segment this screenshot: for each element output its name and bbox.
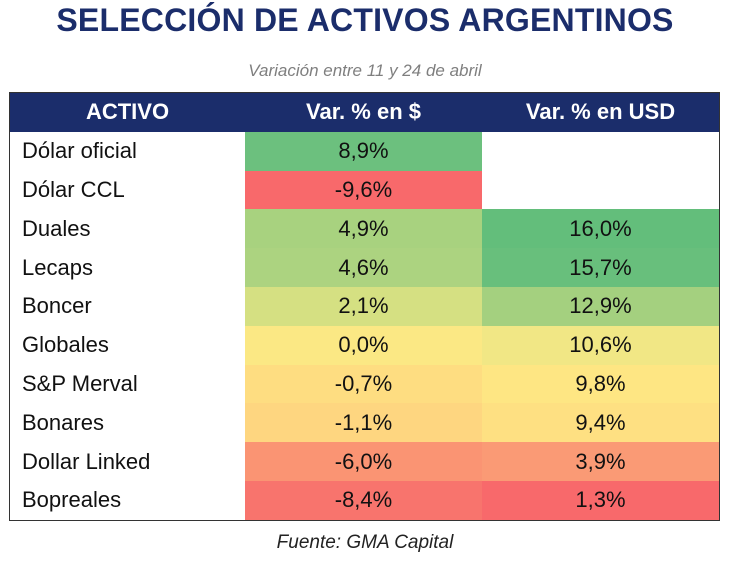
table-row: Dólar CCL -9,6%: [10, 170, 719, 210]
subtitle: Variación entre 11 y 24 de abril: [248, 61, 482, 80]
source: Fuente: GMA Capital: [276, 532, 454, 553]
value-cell: 4,9%: [245, 209, 482, 249]
asset-name: Dólar oficial: [22, 138, 137, 164]
value-cell: -8,4%: [245, 480, 482, 520]
asset-name: Boncer: [22, 293, 92, 319]
table-row: Bopreales -8,4% 1,3%: [10, 480, 719, 520]
value-cell: 2,1%: [245, 286, 482, 326]
value-cell: -1,1%: [245, 403, 482, 443]
table-row: Boncer 2,1% 12,9%: [10, 286, 719, 326]
value-cell: -6,0%: [245, 442, 482, 481]
value-cell: 12,9%: [482, 286, 719, 326]
asset-name: Dollar Linked: [22, 448, 151, 474]
value-cell: [482, 132, 719, 171]
asset-name: S&P Merval: [22, 370, 138, 396]
value-cell: 4,6%: [245, 248, 482, 287]
asset-name: Lecaps: [22, 254, 93, 280]
asset-name: Bopreales: [22, 487, 122, 513]
table-row: S&P Merval -0,7% 9,8%: [10, 364, 719, 404]
value-cell: 3,9%: [482, 442, 719, 481]
table-row: Dólar oficial 8,9%: [10, 131, 719, 171]
header-row: ACTIVO Var. % en $ Var. % en USD: [10, 93, 719, 132]
title: SELECCIÓN DE ACTIVOS ARGENTINOS: [56, 2, 674, 38]
value-cell: -9,6%: [245, 170, 482, 210]
column-header: Var. % en USD: [525, 99, 676, 125]
column-header: Var. % en $: [306, 99, 421, 125]
value-cell: 16,0%: [482, 209, 719, 249]
asset-name: Dólar CCL: [22, 176, 125, 202]
table: ACTIVO Var. % en $ Var. % en USD Dólar ofic…: [9, 92, 720, 521]
value-cell: 10,6%: [482, 325, 719, 365]
asset-name: Duales: [22, 215, 91, 241]
table-row: Duales 4,9% 16,0%: [10, 209, 719, 249]
column-header: ACTIVO: [85, 99, 170, 125]
table-row: Lecaps 4,6% 15,7%: [10, 248, 719, 287]
value-cell: 9,8%: [482, 364, 719, 404]
value-cell: 15,7%: [482, 248, 719, 287]
value-cell: 8,9%: [245, 131, 482, 171]
value-cell: [482, 171, 719, 210]
value-cell: 1,3%: [482, 480, 719, 520]
value-cell: -0,7%: [245, 364, 482, 404]
value-cell: 9,4%: [482, 403, 719, 443]
table-row: Dollar Linked -6,0% 3,9%: [10, 442, 719, 481]
table-row: Bonares -1,1% 9,4%: [10, 403, 719, 443]
table-row: Globales 0,0% 10,6%: [10, 325, 719, 365]
asset-name: Globales: [22, 332, 109, 358]
value-cell: 0,0%: [245, 325, 482, 365]
asset-name: Bonares: [22, 409, 104, 435]
